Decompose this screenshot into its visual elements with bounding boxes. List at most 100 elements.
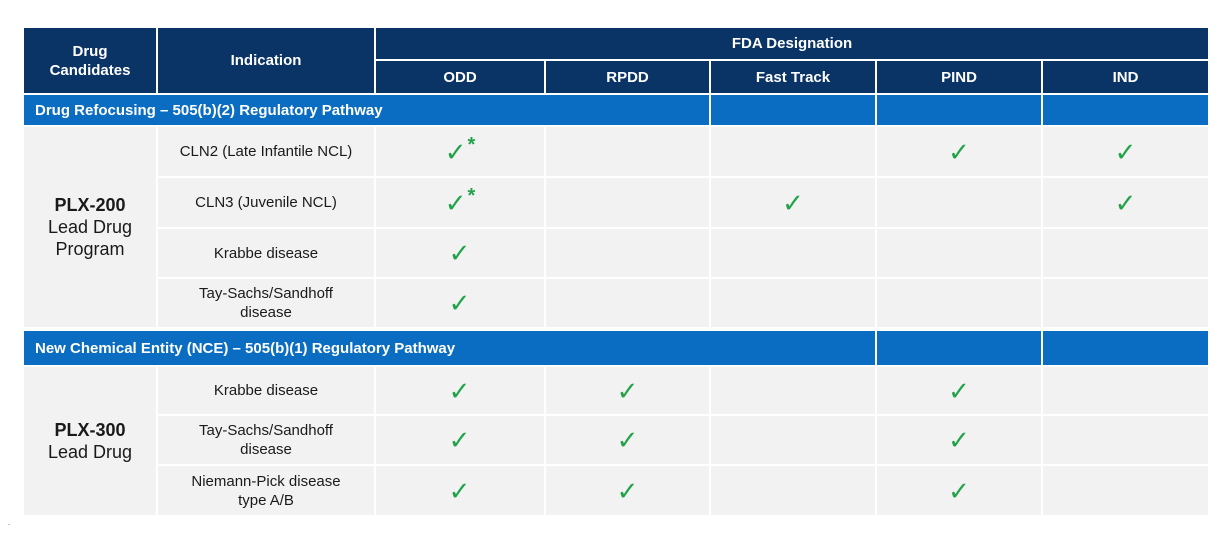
header-col-odd: ODD: [376, 61, 544, 93]
fast-track-cell: [711, 229, 875, 277]
check-icon: ✓: [1114, 136, 1137, 167]
header-drug-candidates-label: Drug Candidates: [49, 42, 131, 79]
drug-name: PLX-300: [54, 420, 126, 440]
indication-cell: Krabbe disease: [158, 367, 374, 414]
section-band-cell: [1043, 331, 1208, 365]
indication-label: Krabbe disease: [213, 244, 319, 262]
check-icon: ✓: [1114, 187, 1137, 218]
header-col-ind: IND: [1043, 61, 1208, 93]
rpdd-cell: ✓: [546, 466, 709, 515]
check-icon: ✓: [948, 375, 970, 406]
indication-cell: Tay-Sachs/Sandhoff disease: [158, 416, 374, 464]
indication-label: Tay-Sachs/Sandhoff disease: [199, 285, 333, 321]
fast-track-cell: [711, 416, 875, 464]
indication-cell: Krabbe disease: [158, 229, 374, 277]
section-band-cell: [877, 331, 1041, 365]
section-band-cell: [877, 95, 1041, 125]
fast-track-cell: [711, 127, 875, 176]
asterisk-note: *: [467, 185, 476, 207]
odd-cell: ✓ *: [376, 178, 544, 227]
ind-cell: ✓: [1043, 178, 1208, 227]
indication-label: Krabbe disease: [213, 382, 319, 399]
section-band-drug-refocusing: Drug Refocusing – 505(b)(2) Regulatory P…: [24, 95, 709, 125]
ind-cell: [1043, 229, 1208, 277]
check-icon: ✓: [948, 425, 970, 455]
indication-label: Tay-Sachs/Sandhoff disease: [199, 422, 333, 458]
header-drug-candidates: Drug Candidates: [24, 28, 156, 93]
header-indication: Indication: [158, 28, 374, 93]
header-col-odd-label: ODD: [443, 68, 477, 86]
check-icon: ✓: [616, 375, 639, 406]
fast-track-cell: ✓: [711, 178, 875, 227]
odd-cell: ✓: [376, 367, 544, 414]
odd-cell: ✓ *: [376, 127, 544, 176]
pind-cell: ✓: [877, 466, 1041, 515]
section-title: Drug Refocusing – 505(b)(2) Regulatory P…: [35, 101, 383, 119]
header-indication-label: Indication: [230, 52, 302, 69]
pind-cell: ✓: [877, 127, 1041, 176]
pind-cell: [877, 279, 1041, 327]
rpdd-cell: [546, 127, 709, 176]
header-fda-designation-label: FDA Designation: [731, 35, 853, 52]
ind-cell: [1043, 466, 1208, 515]
header-col-rpdd: RPDD: [546, 61, 709, 93]
pind-cell: [877, 229, 1041, 277]
check-icon: ✓: [948, 475, 970, 506]
header-fda-designation: FDA Designation: [376, 28, 1208, 59]
check-icon: ✓: [448, 238, 471, 268]
rpdd-cell: [546, 229, 709, 277]
section-title: New Chemical Entity (NCE) – 505(b)(1) Re…: [35, 339, 456, 357]
header-col-fast-track-label: Fast Track: [755, 68, 831, 86]
check-icon: ✓: [616, 475, 639, 506]
indication-cell: Niemann-Pick disease type A/B: [158, 466, 374, 515]
section-band-new-chemical-entity: New Chemical Entity (NCE) – 505(b)(1) Re…: [24, 331, 875, 365]
section-band-cell: [711, 95, 875, 125]
fast-track-cell: [711, 279, 875, 327]
pind-cell: ✓: [877, 367, 1041, 414]
header-col-ind-label: IND: [1112, 68, 1139, 86]
indication-cell: CLN2 (Late Infantile NCL): [158, 127, 374, 176]
drug-cell-plx-200: PLX-200 Lead Drug Program: [24, 127, 156, 327]
rpdd-cell: ✓: [546, 416, 709, 464]
rpdd-cell: [546, 279, 709, 327]
footnote-mark: -: [8, 522, 10, 528]
ind-cell: [1043, 279, 1208, 327]
indication-label: CLN3 (Juvenile NCL): [195, 194, 337, 211]
check-icon: ✓: [448, 375, 471, 406]
rpdd-cell: [546, 178, 709, 227]
indication-label: Niemann-Pick disease type A/B: [191, 472, 341, 509]
drug-name: PLX-200: [54, 195, 126, 215]
check-icon: ✓: [444, 136, 467, 167]
fast-track-cell: [711, 367, 875, 414]
check-icon: ✓: [616, 425, 639, 455]
odd-cell: ✓: [376, 416, 544, 464]
header-col-pind: PIND: [877, 61, 1041, 93]
rpdd-cell: ✓: [546, 367, 709, 414]
pind-cell: ✓: [877, 416, 1041, 464]
asterisk-note: *: [467, 134, 476, 156]
check-icon: ✓: [948, 136, 970, 167]
header-col-fast-track: Fast Track: [711, 61, 875, 93]
pind-cell: [877, 178, 1041, 227]
drug-cell-plx-300: PLX-300 Lead Drug: [24, 367, 156, 515]
odd-cell: ✓: [376, 229, 544, 277]
header-col-pind-label: PIND: [941, 68, 977, 86]
drug-description: Lead Drug Program: [47, 217, 133, 259]
odd-cell: ✓: [376, 466, 544, 515]
ind-cell: [1043, 416, 1208, 464]
odd-cell: ✓: [376, 279, 544, 327]
indication-cell: Tay-Sachs/Sandhoff disease: [158, 279, 374, 327]
indication-cell: CLN3 (Juvenile NCL): [158, 178, 374, 227]
check-icon: ✓: [782, 187, 804, 218]
fast-track-cell: [711, 466, 875, 515]
ind-cell: [1043, 367, 1208, 414]
indication-label: CLN2 (Late Infantile NCL): [179, 143, 353, 160]
check-icon: ✓: [448, 475, 471, 506]
check-icon: ✓: [448, 425, 471, 455]
section-band-cell: [1043, 95, 1208, 125]
ind-cell: ✓: [1043, 127, 1208, 176]
header-col-rpdd-label: RPDD: [606, 68, 649, 86]
check-icon: ✓: [444, 187, 467, 218]
drug-description: Lead Drug: [47, 442, 133, 462]
check-icon: ✓: [448, 288, 471, 318]
